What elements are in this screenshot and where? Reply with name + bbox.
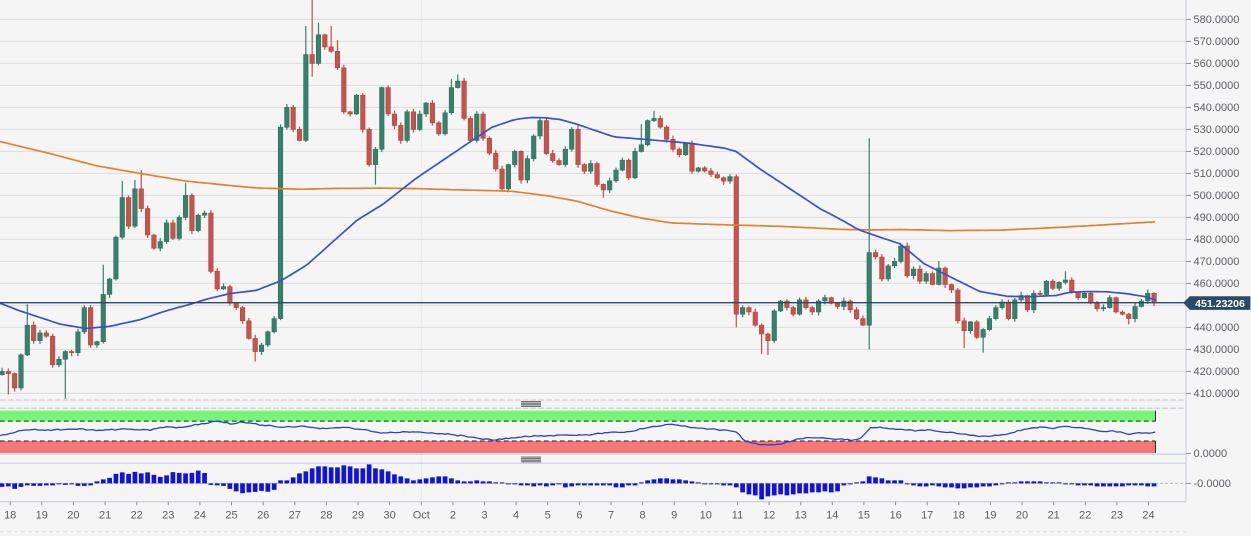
svg-text:4: 4 xyxy=(513,509,519,521)
svg-text:440.0000: 440.0000 xyxy=(1194,322,1240,334)
svg-text:17: 17 xyxy=(921,509,933,521)
svg-text:22: 22 xyxy=(131,509,143,521)
svg-text:2: 2 xyxy=(450,509,456,521)
svg-text:520.0000: 520.0000 xyxy=(1194,146,1240,158)
svg-text:21: 21 xyxy=(1048,509,1060,521)
svg-text:18: 18 xyxy=(953,509,965,521)
svg-text:410.0000: 410.0000 xyxy=(1194,388,1240,400)
svg-text:29: 29 xyxy=(352,509,364,521)
svg-text:8: 8 xyxy=(640,509,646,521)
svg-text:-0.0000: -0.0000 xyxy=(1194,478,1231,490)
svg-text:22: 22 xyxy=(1079,509,1091,521)
svg-text:570.0000: 570.0000 xyxy=(1194,36,1240,48)
svg-text:480.0000: 480.0000 xyxy=(1194,234,1240,246)
svg-text:6: 6 xyxy=(576,509,582,521)
svg-text:11: 11 xyxy=(732,509,743,521)
svg-text:530.0000: 530.0000 xyxy=(1194,124,1240,136)
svg-text:16: 16 xyxy=(889,509,901,521)
svg-text:13: 13 xyxy=(795,509,807,521)
svg-text:21: 21 xyxy=(99,509,111,521)
svg-text:451.23206: 451.23206 xyxy=(1195,298,1245,310)
svg-text:24: 24 xyxy=(194,509,206,521)
svg-text:420.0000: 420.0000 xyxy=(1194,366,1240,378)
svg-text:30: 30 xyxy=(383,509,395,521)
svg-text:26: 26 xyxy=(257,509,269,521)
svg-text:3: 3 xyxy=(481,509,487,521)
svg-text:7: 7 xyxy=(608,509,614,521)
svg-text:430.0000: 430.0000 xyxy=(1194,344,1240,356)
svg-text:470.0000: 470.0000 xyxy=(1194,256,1240,268)
svg-text:9: 9 xyxy=(671,509,677,521)
svg-text:19: 19 xyxy=(984,509,996,521)
svg-text:27: 27 xyxy=(289,509,301,521)
svg-text:15: 15 xyxy=(858,509,870,521)
svg-text:5: 5 xyxy=(545,509,551,521)
svg-text:540.0000: 540.0000 xyxy=(1194,102,1240,114)
svg-text:24: 24 xyxy=(1142,509,1154,521)
svg-text:20: 20 xyxy=(1016,509,1028,521)
svg-text:14: 14 xyxy=(826,509,838,521)
svg-text:500.0000: 500.0000 xyxy=(1194,190,1240,202)
svg-text:18: 18 xyxy=(4,509,16,521)
svg-text:12: 12 xyxy=(763,509,775,521)
svg-text:490.0000: 490.0000 xyxy=(1194,212,1240,224)
svg-text:19: 19 xyxy=(36,509,48,521)
svg-text:550.0000: 550.0000 xyxy=(1194,80,1240,92)
svg-text:0.0000: 0.0000 xyxy=(1194,448,1228,460)
svg-text:20: 20 xyxy=(67,509,79,521)
svg-text:460.0000: 460.0000 xyxy=(1194,278,1240,290)
svg-text:25: 25 xyxy=(225,509,237,521)
svg-text:28: 28 xyxy=(320,509,332,521)
svg-text:23: 23 xyxy=(1111,509,1123,521)
svg-text:10: 10 xyxy=(700,509,712,521)
svg-text:Oct: Oct xyxy=(413,509,430,521)
svg-text:560.0000: 560.0000 xyxy=(1194,58,1240,70)
svg-text:510.0000: 510.0000 xyxy=(1194,168,1240,180)
svg-text:23: 23 xyxy=(162,509,174,521)
svg-text:580.0000: 580.0000 xyxy=(1194,14,1240,26)
